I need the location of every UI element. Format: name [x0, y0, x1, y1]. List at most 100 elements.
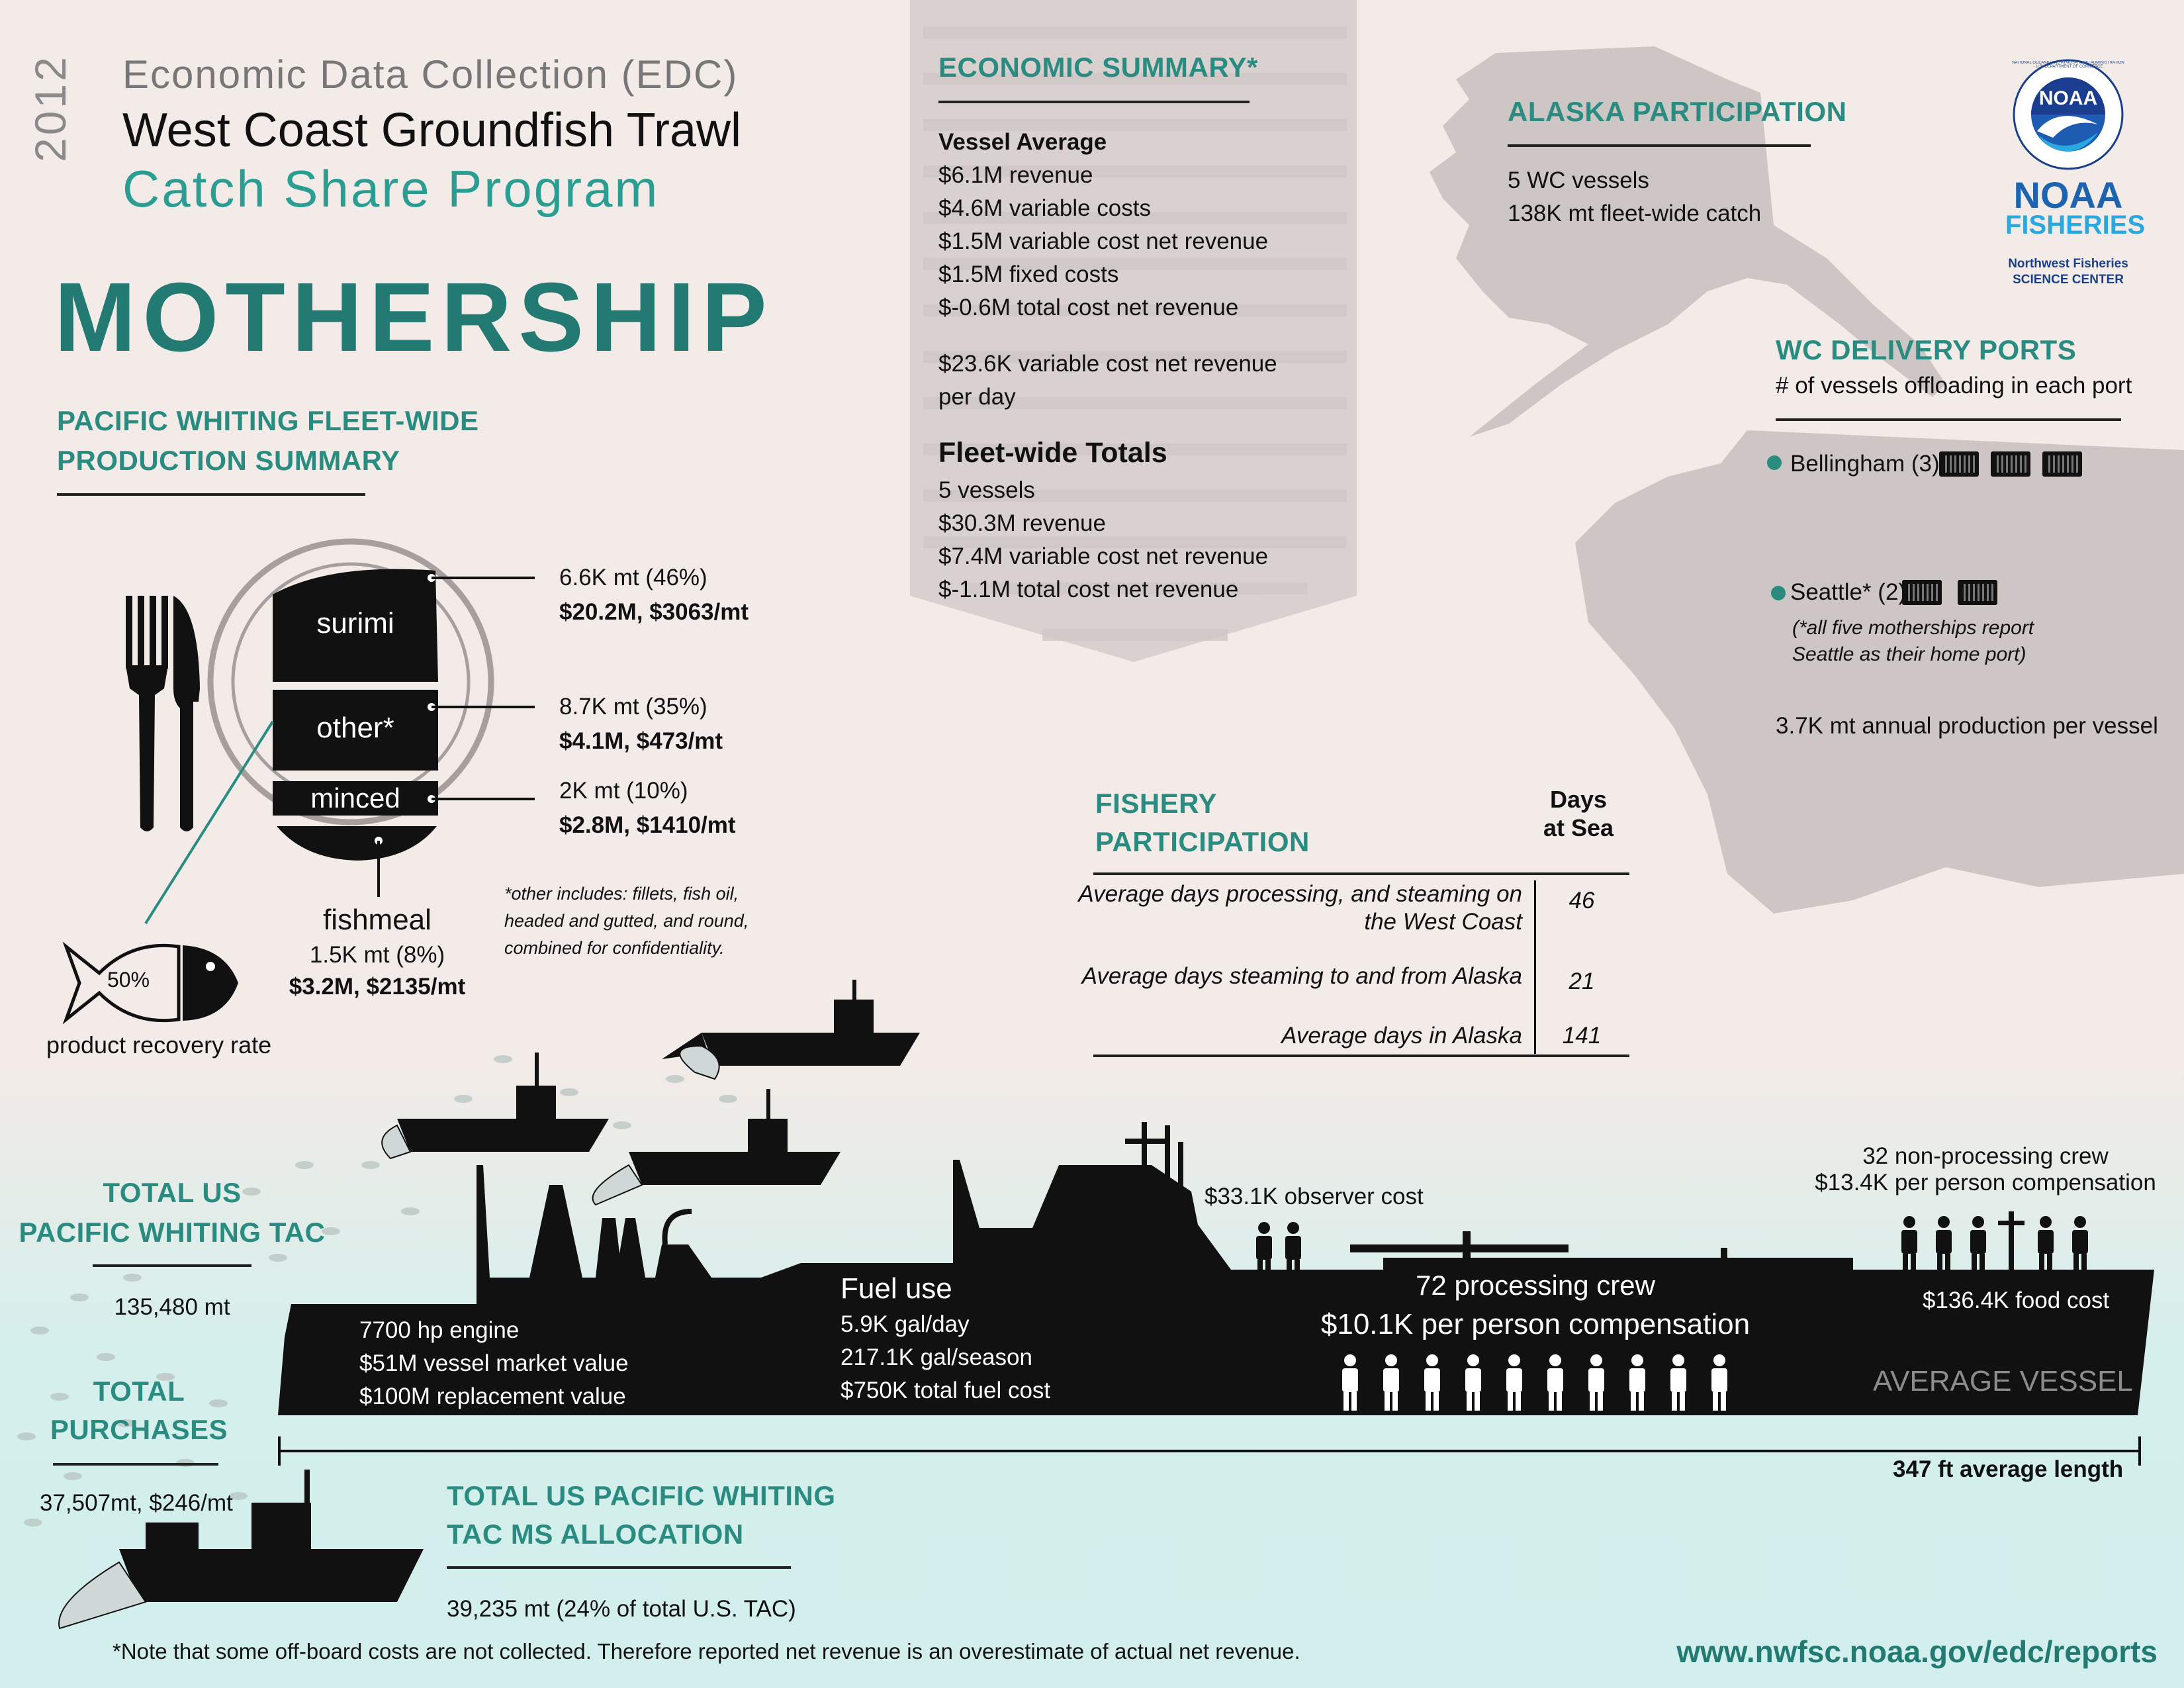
fishery-row-1-label-2: the West Coast	[1364, 909, 1522, 935]
fishery-row-1-label-1: Average days processing, and steaming on	[1078, 881, 1522, 907]
person-icon	[1256, 1222, 1272, 1278]
alaska-title: ALASKA PARTICIPATION	[1508, 96, 1847, 127]
footer-note: *Note that some off-board costs are not …	[113, 1639, 1300, 1664]
alaska-line-1: 5 WC vessels	[1508, 167, 1649, 193]
catcher-boat	[119, 1470, 424, 1602]
tac-title-1: TOTAL US	[103, 1177, 242, 1208]
fishmeal-bar	[277, 826, 437, 861]
surimi-volume: 6.6K mt (46%)	[559, 565, 707, 590]
fleet-line-1: 5 vessels	[938, 477, 1035, 503]
fish-outline-icon	[62, 941, 181, 1025]
vessel-average-line-4: $1.5M fixed costs	[938, 261, 1119, 287]
alaska-map	[1430, 46, 1946, 437]
surimi-bar	[273, 569, 438, 682]
days-header-2: at Sea	[1543, 814, 1614, 841]
production-per-vessel: 3.7K mt annual production per vessel	[1776, 713, 2158, 739]
average-length-label: 347 ft average length	[1893, 1456, 2124, 1482]
fishery-row-2-label: Average days steaming to and from Alaska	[1081, 963, 1522, 989]
average-vessel-label: AVERAGE VESSEL	[1873, 1365, 2133, 1397]
fuel-per-season: 217.1K gal/season	[841, 1344, 1032, 1370]
length-bar-right-tick	[2138, 1436, 2141, 1466]
vessel-average-title: Vessel Average	[938, 129, 1107, 155]
seattle-label: Seattle* (2)	[1790, 579, 1907, 605]
seattle-vessels	[1902, 579, 2008, 606]
other-bar	[273, 690, 438, 771]
purchases-title-2: PURCHASES	[50, 1414, 228, 1445]
minced-value: $2.8M, $1410/mt	[559, 812, 736, 838]
person-icon	[1383, 1354, 1399, 1411]
person-icon	[1506, 1354, 1522, 1411]
other-volume: 8.7K mt (35%)	[559, 694, 707, 720]
fuel-total-cost: $750K total fuel cost	[841, 1378, 1051, 1403]
recovery-label: product recovery rate	[46, 1031, 272, 1058]
allocation-title-2: TAC MS ALLOCATION	[447, 1519, 744, 1550]
fishery-top-rule	[1093, 872, 1629, 875]
processing-crew-label: 72 processing crew	[1416, 1270, 1655, 1301]
tac-value: 135,480 mt	[114, 1294, 230, 1320]
length-bar-left-tick	[278, 1436, 281, 1466]
processing-crew-icons	[1342, 1354, 1727, 1411]
header-line3: Catch Share Program	[122, 160, 660, 218]
bellingham-vessels	[1939, 450, 2098, 478]
vessel-average-line-1: $6.1M revenue	[938, 162, 1093, 188]
catcher-boat	[629, 1089, 841, 1185]
person-icon	[2038, 1216, 2054, 1272]
person-icon	[1547, 1354, 1563, 1411]
allocation-title-1: TOTAL US PACIFIC WHITING	[447, 1480, 836, 1511]
fleet-line-3: $7.4M variable cost net revenue	[938, 543, 1269, 569]
fishery-row-1-value: 46	[1569, 888, 1595, 914]
vessel-average-line-3: $1.5M variable cost net revenue	[938, 228, 1269, 254]
fishery-row-3-label: Average days in Alaska	[1281, 1023, 1522, 1049]
person-icon	[1285, 1222, 1301, 1278]
surimi-label: surimi	[316, 607, 394, 639]
person-icon	[1342, 1354, 1358, 1411]
catcher-boat	[397, 1053, 609, 1152]
food-cost-label: $136.4K food cost	[1923, 1288, 2110, 1313]
plate-outer-ring	[207, 538, 494, 825]
noaa-emblem	[2013, 59, 2124, 170]
vessel-icon	[1902, 580, 1942, 605]
alaska-line-2: 138K mt fleet-wide catch	[1508, 201, 1762, 226]
recovery-value: 50%	[107, 968, 150, 992]
engine-label: 7700 hp engine	[359, 1317, 520, 1343]
person-icon	[1424, 1354, 1440, 1411]
fishery-title-1: FISHERY	[1095, 788, 1217, 819]
market-value-label: $51M vessel market value	[359, 1350, 629, 1376]
noaa-ring-text: NATIONAL OCEANIC AND ATMOSPHERIC ADMINIS…	[2012, 61, 2124, 69]
fleet-line-2: $30.3M revenue	[938, 510, 1106, 536]
observer-icons	[1256, 1222, 1301, 1278]
bellingham-dot	[1767, 455, 1782, 470]
processing-crew-comp: $10.1K per person compensation	[1320, 1308, 1751, 1340]
vessel-icon	[1958, 580, 1997, 605]
length-bar	[278, 1450, 2141, 1452]
person-icon	[1936, 1216, 1952, 1272]
seattle-note-1: (*all five motherships report	[1792, 617, 2034, 639]
purchases-value: 37,507mt, $246/mt	[40, 1490, 233, 1516]
days-header-1: Days	[1549, 786, 1608, 813]
minced-label: minced	[310, 782, 400, 814]
vessel-icon	[1939, 451, 1979, 477]
per-day-line-1: $23.6K variable cost net revenue	[938, 351, 1277, 377]
tac-rule	[93, 1264, 251, 1267]
header-line1: Economic Data Collection (EDC)	[122, 52, 739, 97]
noaa-center-1: Northwest Fisheries	[2008, 257, 2128, 271]
person-icon	[1465, 1354, 1481, 1411]
production-title-2: PRODUCTION SUMMARY	[57, 445, 400, 476]
other-value: $4.1M, $473/mt	[559, 728, 723, 754]
alaska-rule	[1508, 144, 1811, 147]
fishmeal-volume: 1.5K mt (8%)	[309, 942, 445, 968]
observer-cost: $33.1K observer cost	[1205, 1184, 1424, 1209]
fishery-title-2: PARTICIPATION	[1095, 826, 1310, 857]
replacement-value-label: $100M replacement value	[359, 1383, 626, 1409]
person-icon	[1670, 1354, 1686, 1411]
production-title-rule	[57, 493, 365, 496]
minced-bar	[273, 781, 438, 816]
footer-url[interactable]: www.nwfsc.noaa.gov/edc/reports	[1676, 1634, 2158, 1669]
allocation-rule	[447, 1566, 791, 1569]
economic-summary-title: ECONOMIC SUMMARY*	[938, 52, 1258, 83]
vessel-average-line-5: $-0.6M total cost net revenue	[938, 295, 1239, 320]
fork-icon	[126, 596, 168, 831]
fuel-title: Fuel use	[841, 1272, 952, 1305]
economic-summary-rule	[938, 101, 1250, 103]
